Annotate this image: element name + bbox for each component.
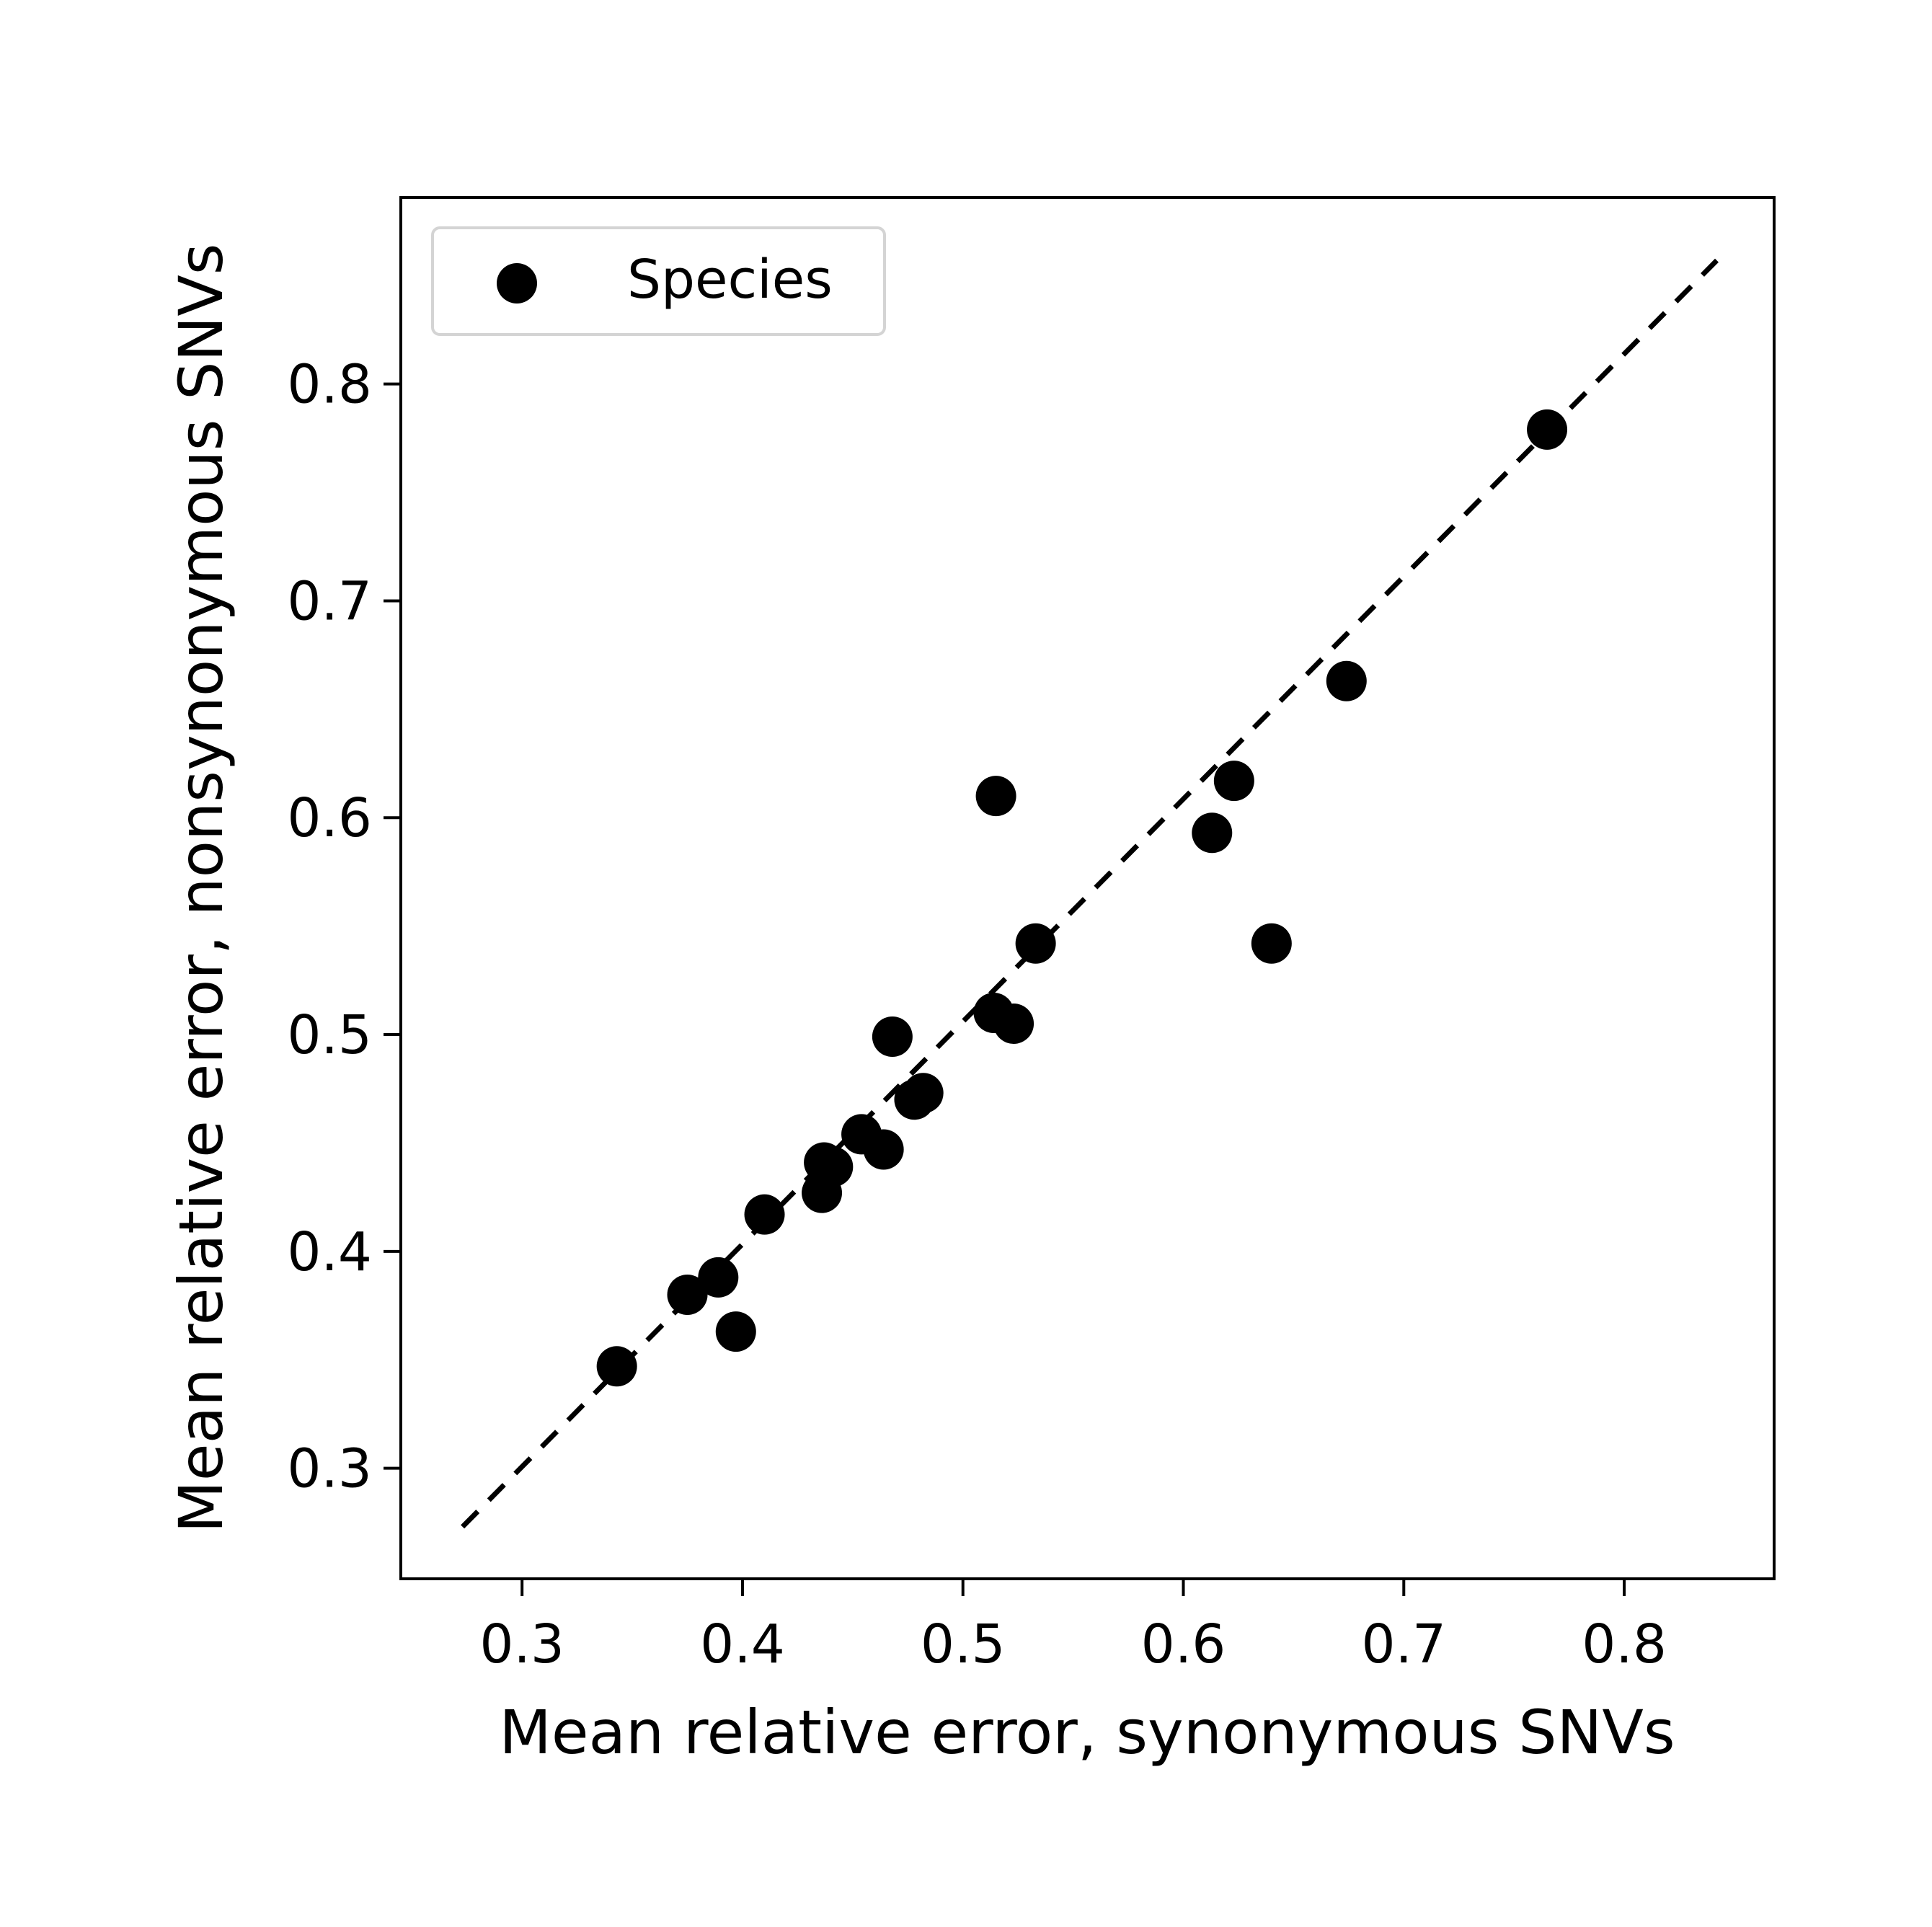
y-tick-label-6: 0.8 <box>287 354 372 416</box>
data-point-20 <box>1251 923 1292 964</box>
x-tick-label-2: 0.4 <box>700 1613 785 1675</box>
y-tick-label-4: 0.6 <box>287 787 372 849</box>
data-point-11 <box>872 1016 913 1058</box>
data-point-19 <box>1213 761 1254 802</box>
y-tick-label-1: 0.3 <box>287 1438 372 1500</box>
y-tick-label-5: 0.7 <box>287 570 372 632</box>
data-points-layer <box>596 409 1568 1387</box>
x-tick-label-6: 0.8 <box>1582 1613 1667 1675</box>
data-point-21 <box>1326 660 1367 701</box>
data-point-1 <box>596 1346 637 1387</box>
x-tick-label-3: 0.5 <box>921 1613 1006 1675</box>
data-point-15 <box>975 776 1016 817</box>
y-axis-title: Mean relative error, nonsynonymous SNVs <box>166 243 236 1533</box>
legend-marker <box>497 263 537 304</box>
data-point-22 <box>1527 409 1568 450</box>
data-point-2 <box>667 1274 708 1315</box>
data-point-10 <box>863 1129 904 1170</box>
y-axis: 0.3 0.4 0.5 0.6 0.7 0.8 <box>287 354 401 1500</box>
data-point-13 <box>903 1073 944 1114</box>
x-tick-label-1: 0.3 <box>479 1613 564 1675</box>
data-point-16 <box>993 1003 1034 1044</box>
legend-box <box>431 226 886 336</box>
plot-frame <box>399 196 1776 1580</box>
x-axis-title: Mean relative error, synonymous SNVs <box>499 1697 1675 1768</box>
data-point-17 <box>1015 923 1056 964</box>
data-point-3 <box>698 1257 739 1298</box>
data-point-18 <box>1192 812 1233 854</box>
data-point-5 <box>744 1194 785 1235</box>
x-tick-label-4: 0.6 <box>1141 1613 1226 1675</box>
data-point-8 <box>812 1146 854 1187</box>
legend-label-species: Species <box>627 249 833 311</box>
y-tick-label-2: 0.4 <box>287 1221 372 1283</box>
x-tick-label-5: 0.7 <box>1361 1613 1446 1675</box>
data-point-4 <box>715 1311 756 1352</box>
y-tick-label-3: 0.5 <box>287 1004 372 1066</box>
x-axis: 0.3 0.4 0.5 0.6 0.7 0.8 <box>479 1579 1667 1675</box>
legend: Species <box>431 226 886 336</box>
